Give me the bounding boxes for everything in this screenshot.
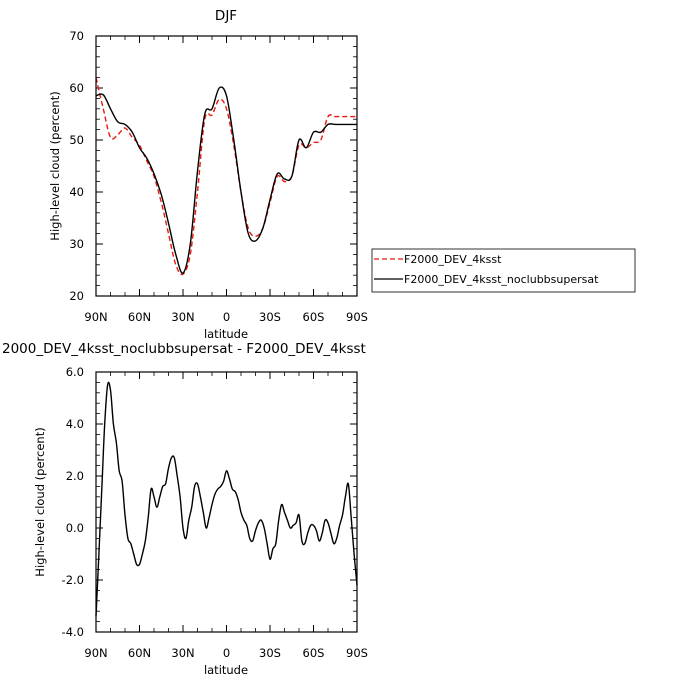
bottom-series-group [95, 381, 358, 617]
legend-label-test: F2000_DEV_4ksst_noclubbsupersat [404, 273, 599, 286]
top-x-tick-label: 30N [171, 310, 194, 324]
top-x-tick-label: 0 [223, 310, 230, 324]
top-y-axis-label: High-level cloud (percent) [48, 91, 62, 240]
bottom-x-tick-label: 60S [303, 646, 325, 660]
bottom-series-line-0 [95, 381, 358, 617]
bottom-x-ticks: 90N 60N 30N 0 30S 60S 90S [84, 372, 368, 660]
bottom-y-tick-label: 0.0 [66, 521, 84, 535]
top-y-tick-label: 50 [69, 133, 84, 147]
top-y-tick-label: 40 [69, 185, 84, 199]
bottom-x-tick-label: 60N [128, 646, 151, 660]
legend: F2000_DEV_4ksst F2000_DEV_4ksst_noclubbs… [371, 248, 636, 293]
bottom-y-tick-label: 2.0 [66, 469, 84, 483]
bottom-chart-title: 2000_DEV_4ksst_noclubbsupersat - F2000_D… [2, 341, 366, 357]
top-x-tick-label: 90S [346, 310, 368, 324]
top-plot-frame [95, 35, 358, 297]
legend-label-control: F2000_DEV_4ksst [404, 253, 502, 266]
bottom-y-tick-label: -4.0 [62, 625, 84, 639]
bottom-x-tick-label: 90S [346, 646, 368, 660]
bottom-x-tick-label: 30S [259, 646, 281, 660]
top-series-line-1 [95, 86, 357, 274]
legend-box [371, 248, 636, 293]
top-x-axis-label: latitude [204, 327, 248, 341]
bottom-plot-frame [95, 371, 358, 633]
bottom-x-tick-label: 30N [171, 646, 194, 660]
top-y-tick-label: 20 [69, 289, 84, 303]
bottom-y-tick-label: -2.0 [62, 573, 84, 587]
bottom-x-axis-label: latitude [204, 663, 248, 677]
top-x-tick-label: 30S [259, 310, 281, 324]
top-y-tick-label: 60 [69, 81, 84, 95]
top-x-ticks: 90N 60N 30N 0 30S 60S 90S [84, 36, 368, 324]
bottom-y-tick-label: 6.0 [66, 365, 84, 379]
top-y-tick-label: 30 [69, 237, 84, 251]
bottom-y-axis-label: High-level cloud (percent) [33, 427, 47, 576]
top-x-tick-label: 60N [128, 310, 151, 324]
top-x-tick-label: 60S [303, 310, 325, 324]
top-y-tick-label: 70 [69, 29, 84, 43]
top-chart-title: DJF [215, 8, 237, 24]
top-series-line-0 [95, 77, 357, 276]
bottom-y-tick-label: 4.0 [66, 417, 84, 431]
bottom-x-tick-label: 90N [84, 646, 107, 660]
top-x-tick-label: 90N [84, 310, 107, 324]
top-series-group [95, 77, 357, 276]
top-y-ticks: 20 30 40 50 60 70 [69, 29, 357, 303]
bottom-x-tick-label: 0 [223, 646, 230, 660]
